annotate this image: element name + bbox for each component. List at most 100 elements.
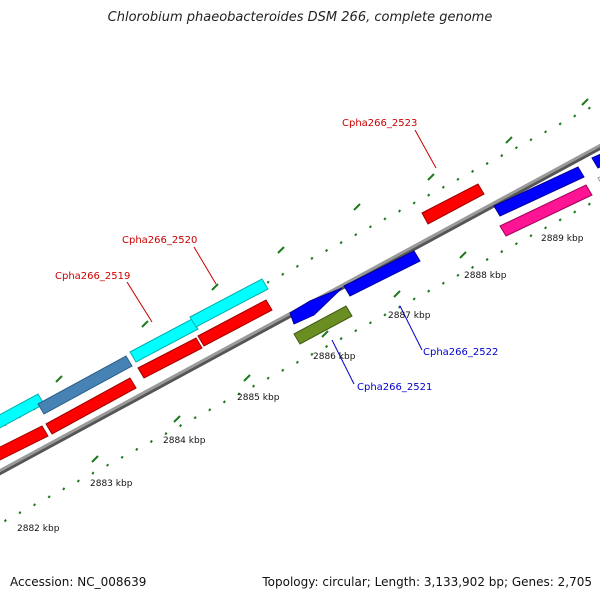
gene-label-2522[interactable]: Cpha266_2522 [423,347,498,358]
minor-tick [295,360,299,364]
minor-tick [237,392,241,396]
minor-tick [106,463,110,467]
minor-tick [281,368,285,372]
minor-tick [252,384,256,388]
minor-tick [310,352,314,356]
major-tick [321,330,329,338]
gene-blue-right-a[interactable] [493,166,585,217]
gene-red-2523[interactable] [421,183,485,225]
minor-tick [587,106,591,110]
callout-line-2522 [399,305,423,351]
minor-tick [427,193,431,197]
gene-label-2521[interactable]: Cpha266_2521 [357,382,432,393]
minor-tick [32,503,37,507]
callout-line-2519 [126,281,153,323]
minor-tick [573,114,577,118]
minor-tick [91,471,95,475]
minor-tick [368,225,372,229]
gene-red-row-a[interactable] [0,425,49,462]
minor-tick [339,241,343,245]
gene-blue-right-b[interactable] [591,150,600,169]
minor-tick [222,400,226,404]
major-tick [141,320,149,328]
minor-tick [543,130,548,134]
minor-tick [324,248,329,253]
gene-red-row-b[interactable] [45,377,137,435]
major-tick [55,375,63,383]
callout-line-2520 [193,246,217,285]
minor-tick [412,201,416,205]
gene-blue-2522a[interactable] [289,287,343,325]
minor-tick [135,447,139,451]
minor-tick [412,297,416,301]
ruler-label-2883: 2883 kbp [90,479,133,489]
minor-tick [441,185,445,189]
minor-tick [470,265,475,269]
minor-tick [281,272,285,276]
minor-tick [62,487,66,491]
minor-tick [573,210,577,214]
major-tick [427,173,435,181]
major-tick [581,98,589,106]
gene-cyan-left[interactable] [0,393,45,430]
minor-tick [208,408,212,412]
ruler-label-2885: 2885 kbp [237,393,280,403]
minor-tick [500,154,504,158]
minor-tick [456,273,460,277]
gene-cyan-2520[interactable] [189,278,269,328]
minor-tick [383,217,387,221]
minor-tick [514,146,518,150]
gene-pink-right[interactable] [499,184,593,237]
minor-tick [324,344,329,349]
major-tick [393,290,401,298]
minor-tick [441,281,445,285]
accession-text: Accession: NC_008639 [10,575,147,589]
genome-summary-text: Topology: circular; Length: 3,133,902 bp… [262,575,592,589]
minor-tick [500,250,504,254]
major-tick [277,246,285,254]
minor-tick [266,376,270,380]
minor-tick [529,138,533,142]
gene-red-row-d[interactable] [197,299,273,347]
minor-tick [558,122,562,126]
gene-label-2519[interactable]: Cpha266_2519 [55,271,130,282]
ruler-label-2887: 2887 kbp [388,311,431,321]
minor-tick [339,337,343,341]
callout-line-2523 [414,129,437,169]
minor-tick [558,218,562,222]
ruler-label-2884: 2884 kbp [163,436,206,446]
gene-label-2523[interactable]: Cpha266_2523 [342,118,417,129]
minor-tick [310,256,314,260]
gene-blue-2522b[interactable] [343,250,421,297]
minor-tick [354,329,358,333]
gene-steel-2518[interactable] [37,355,133,415]
gene-cyan-2519[interactable] [129,318,199,363]
minor-tick [470,169,475,173]
minor-tick [354,233,358,237]
minor-tick [3,518,7,523]
minor-tick [456,177,460,181]
major-tick [243,374,251,382]
minor-tick [164,432,168,436]
minor-tick [76,479,80,483]
major-tick [173,415,181,423]
minor-tick [427,289,431,293]
gene-red-row-c[interactable] [137,337,203,379]
minor-tick [18,511,22,515]
gene-olive-2521[interactable] [293,305,353,345]
minor-tick [543,226,548,230]
major-tick [91,455,99,463]
gene-label-2520[interactable]: Cpha266_2520 [122,235,197,246]
minor-tick [193,416,197,420]
minor-tick [529,234,533,238]
ruler-label-2888: 2888 kbp [464,271,507,281]
minor-tick [485,161,489,166]
minor-tick [514,242,518,246]
callout-line-2521 [331,339,355,385]
genome-title: Chlorobium phaeobacteroides DSM 266, com… [107,10,493,25]
ruler-label-2886: 2886 kbp [313,352,356,362]
minor-tick [587,202,591,206]
minor-tick [397,209,402,213]
